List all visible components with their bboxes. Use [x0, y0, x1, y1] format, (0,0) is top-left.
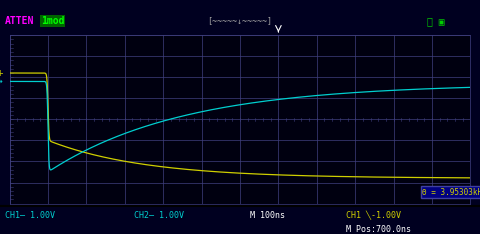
Text: Δ→: Δ→: [0, 77, 4, 86]
Text: M 100ns: M 100ns: [250, 211, 285, 219]
Text: CH1— 1.00V: CH1— 1.00V: [5, 211, 55, 219]
Text: ATTEN: ATTEN: [5, 16, 34, 26]
Text: Ⓢ ▣: Ⓢ ▣: [427, 16, 445, 26]
Text: CH1 ╲-1.00V: CH1 ╲-1.00V: [346, 211, 401, 220]
Text: T+: T+: [0, 69, 4, 77]
Text: Θ = 3.95303kHz: Θ = 3.95303kHz: [422, 188, 480, 197]
Text: [~~~~~↓~~~~~]: [~~~~~↓~~~~~]: [207, 16, 273, 25]
Text: M Pos:700.0ns: M Pos:700.0ns: [346, 225, 410, 234]
Text: CH2— 1.00V: CH2— 1.00V: [134, 211, 184, 219]
Text: 1mod: 1mod: [41, 16, 64, 26]
